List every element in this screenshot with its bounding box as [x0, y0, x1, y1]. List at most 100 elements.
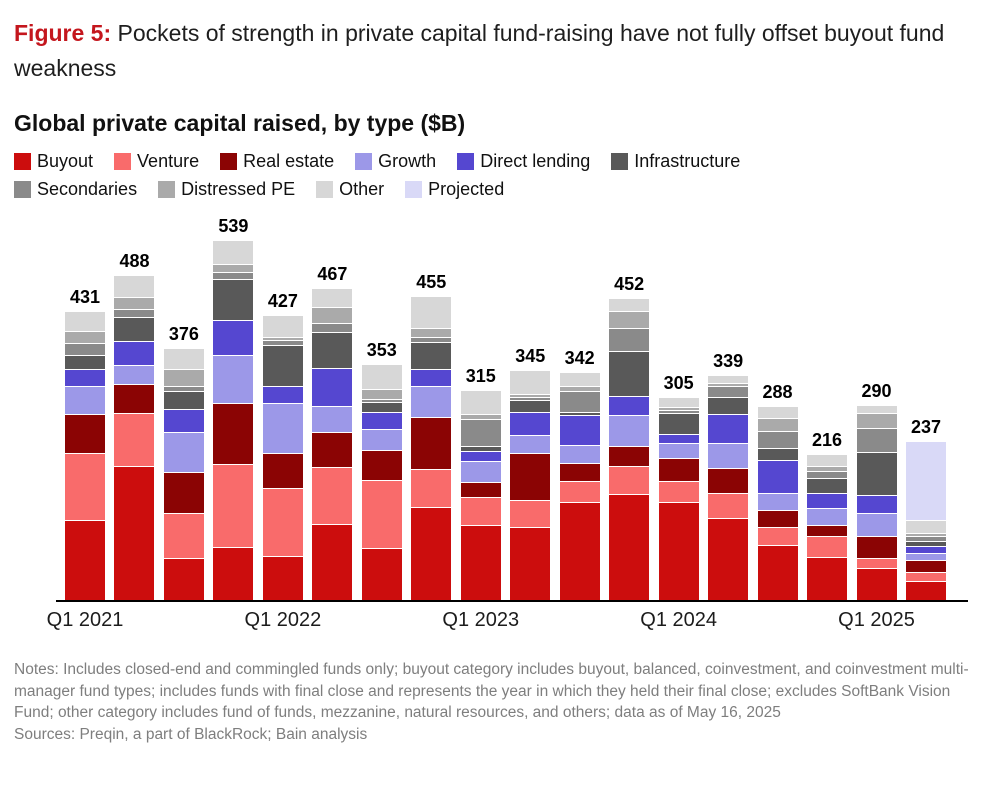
bar-segment-buyout — [262, 556, 303, 600]
bars-area: 431 488 376 539 427 467 353 455 315 345 342 452 305 3… — [65, 214, 946, 600]
x-axis-label: Q1 2022 — [244, 609, 322, 631]
x-axis-slot: Q1 2021 — [47, 609, 124, 632]
bar-segment-direct-lending — [361, 412, 402, 429]
bar-segment-projected — [905, 442, 946, 520]
figure-headline-text: Pockets of strength in private capital f… — [14, 20, 945, 81]
bar-segment-growth — [361, 429, 402, 450]
bar-stack — [65, 312, 105, 600]
bar-segment-buyout — [559, 502, 600, 600]
legend-label: Real estate — [243, 151, 335, 171]
bar-q2-2025: 237 — [905, 214, 946, 600]
bar-segment-other — [708, 376, 749, 383]
bar-segment-infrastructure — [856, 452, 897, 495]
bar-segment-direct-lending — [163, 409, 204, 432]
bar-segment-direct-lending — [708, 414, 749, 443]
bar-segment-other — [65, 312, 105, 331]
bar-segment-distressed-pe — [757, 418, 798, 431]
legend-item-distressed-pe: Distressed PE — [158, 179, 295, 200]
legend-swatch-direct-lending — [457, 153, 475, 170]
bar-segment-secondaries — [609, 328, 650, 351]
bar-segment-infrastructure — [262, 345, 303, 386]
bar-q1-2022: 427 — [262, 214, 303, 600]
bar-segment-buyout — [114, 466, 155, 600]
x-axis-slot: Q1 2025 — [838, 609, 915, 632]
bar-segment-growth — [658, 443, 699, 458]
x-axis-slot — [362, 609, 402, 632]
bar-segment-distressed-pe — [460, 414, 501, 419]
bar-segment-buyout — [905, 581, 946, 600]
bar-q1-2025: 290 — [856, 214, 897, 600]
bar-stack — [708, 376, 749, 600]
bar-segment-direct-lending — [905, 546, 946, 553]
bar-segment-infrastructure — [807, 478, 848, 493]
bar-total-label: 342 — [564, 348, 595, 368]
bar-segment-growth — [609, 415, 650, 446]
bar-segment-venture — [361, 480, 402, 548]
bar-segment-venture — [114, 413, 155, 466]
bar-segment-real-estate — [609, 446, 650, 466]
bar-q3-2024: 288 — [757, 214, 798, 600]
bar-segment-infrastructure — [757, 448, 798, 460]
bar-segment-distressed-pe — [361, 389, 402, 399]
bar-segment-growth — [65, 386, 105, 414]
bar-segment-venture — [905, 572, 946, 581]
bar-segment-buyout — [163, 558, 204, 600]
bar-segment-real-estate — [510, 453, 551, 500]
bar-segment-real-estate — [262, 453, 303, 488]
bar-total-label: 455 — [416, 272, 447, 292]
bar-segment-distressed-pe — [114, 297, 155, 309]
bar-segment-other — [460, 391, 501, 414]
bar-q3-2023: 342 — [559, 214, 600, 600]
bar-segment-secondaries — [510, 397, 551, 400]
bar-segment-secondaries — [213, 272, 254, 279]
bar-segment-growth — [559, 445, 600, 463]
bar-segment-real-estate — [658, 458, 699, 481]
bar-segment-direct-lending — [807, 493, 848, 508]
bar-segment-distressed-pe — [262, 337, 303, 340]
legend-swatch-infrastructure — [611, 153, 629, 170]
bar-stack — [114, 276, 155, 600]
bar-segment-growth — [411, 386, 452, 417]
bar-q4-2022: 455 — [411, 214, 452, 600]
bar-segment-venture — [460, 497, 501, 525]
bar-segment-venture — [510, 500, 551, 527]
bar-segment-secondaries — [658, 410, 699, 413]
bar-segment-buyout — [708, 518, 749, 600]
bar-q1-2021: 431 — [65, 214, 105, 600]
figure-number-label: Figure 5: — [14, 20, 112, 46]
bar-segment-real-estate — [163, 472, 204, 513]
bar-stack — [262, 316, 303, 600]
legend-swatch-venture — [114, 153, 132, 170]
bar-segment-real-estate — [708, 468, 749, 493]
bar-segment-infrastructure — [213, 279, 254, 320]
x-axis-labels: Q1 2021 Q1 2022 Q1 2023 Q1 2024 Q1 2025 — [47, 609, 946, 632]
legend-item-secondaries: Secondaries — [14, 179, 137, 200]
legend-swatch-distressed-pe — [158, 181, 176, 198]
bar-segment-real-estate — [905, 560, 946, 572]
bar-total-label: 353 — [366, 340, 397, 360]
bar-segment-other — [658, 398, 699, 407]
bar-segment-venture — [163, 513, 204, 558]
bar-stack — [163, 349, 204, 600]
bar-segment-infrastructure — [708, 397, 749, 414]
bar-segment-infrastructure — [114, 317, 155, 341]
bar-q2-2022: 467 — [312, 214, 353, 600]
bar-segment-other — [411, 297, 452, 328]
bar-total-label: 539 — [218, 216, 249, 236]
bar-segment-infrastructure — [361, 402, 402, 412]
bar-segment-growth — [114, 365, 155, 384]
bar-segment-other — [609, 299, 650, 311]
legend-row-2: Secondaries Distressed PE Other Projected — [14, 179, 976, 200]
bar-segment-secondaries — [905, 536, 946, 541]
bar-segment-secondaries — [114, 309, 155, 317]
bar-q4-2024: 216 — [807, 214, 848, 600]
legend-swatch-secondaries — [14, 181, 31, 198]
x-axis-slot — [708, 609, 748, 632]
bar-segment-secondaries — [163, 386, 204, 391]
bar-segment-distressed-pe — [510, 394, 551, 397]
x-axis-label: Q1 2024 — [640, 609, 717, 631]
bar-segment-secondaries — [361, 399, 402, 402]
bar-segment-growth — [312, 406, 353, 432]
bar-total-label: 452 — [614, 274, 645, 294]
bar-segment-infrastructure — [312, 332, 353, 368]
